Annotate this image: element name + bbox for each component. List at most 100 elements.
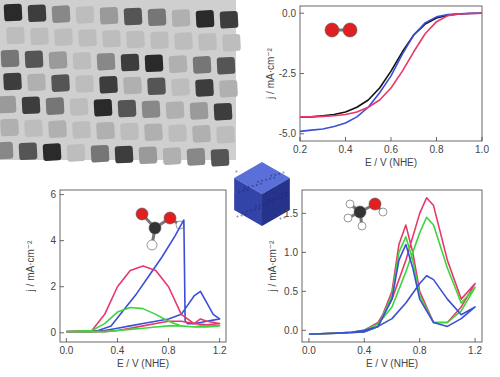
y-tick-label: 0.0 xyxy=(282,8,296,19)
nanocube xyxy=(124,8,143,26)
nanocube xyxy=(196,10,215,28)
nanocube xyxy=(19,142,38,160)
nanocube xyxy=(148,8,167,26)
atom xyxy=(344,214,352,222)
series-line xyxy=(66,220,219,332)
atom xyxy=(358,222,366,230)
nanocube xyxy=(99,76,118,94)
cube-texture xyxy=(260,183,262,185)
cube-texture xyxy=(265,179,267,181)
nanocube xyxy=(147,77,166,95)
atom xyxy=(164,212,176,224)
nanocube xyxy=(216,126,235,144)
cube-texture xyxy=(280,196,282,198)
cube-texture xyxy=(278,173,280,175)
cube-texture xyxy=(236,216,238,218)
x-tick-label: 0.2 xyxy=(293,144,307,155)
x-tick xyxy=(364,338,365,342)
atom xyxy=(147,240,157,250)
atom xyxy=(325,23,339,37)
cube-texture xyxy=(238,191,240,193)
x-tick-label: 0.4 xyxy=(111,345,125,356)
nanocube xyxy=(193,56,212,74)
plot-area xyxy=(309,198,475,334)
y-tick xyxy=(60,332,64,333)
x-tick xyxy=(219,338,220,342)
cube-texture xyxy=(246,210,248,212)
nanocube xyxy=(91,145,110,163)
nanocube xyxy=(96,122,115,140)
x-tick xyxy=(300,137,301,141)
nanocube xyxy=(0,142,13,160)
nanocube xyxy=(24,119,43,137)
y-tick-label: -2.5 xyxy=(279,68,297,79)
cube-texture xyxy=(252,185,254,187)
nanocube xyxy=(166,101,185,119)
cube-texture xyxy=(279,218,281,220)
nanocube xyxy=(28,4,47,22)
chart: 0.20.40.60.81.00.0-2.5-5.0E / V (NHE)j /… xyxy=(265,6,489,168)
cube-texture xyxy=(283,172,285,174)
cube-texture xyxy=(263,203,265,205)
nanocube xyxy=(72,121,91,139)
x-tick-label: 1.2 xyxy=(213,345,227,356)
cube-texture xyxy=(248,186,250,188)
y-tick xyxy=(60,286,64,287)
cube-texture xyxy=(250,209,252,211)
nanocube xyxy=(115,146,134,164)
cube-texture xyxy=(255,205,257,207)
y-axis-title: j / mA·cm⁻² xyxy=(25,240,36,292)
chart: 0.00.40.81.20246E / V (NHE)j / mA·cm⁻² xyxy=(25,189,227,369)
nanocube xyxy=(220,11,239,29)
cube-texture xyxy=(286,192,288,194)
atom xyxy=(343,23,357,37)
y-tick-label: 0.0 xyxy=(284,325,298,336)
nanocube xyxy=(6,27,25,45)
nanocube xyxy=(126,31,145,49)
nanocube xyxy=(192,125,211,143)
series-line xyxy=(309,198,475,334)
x-tick-label: 0.8 xyxy=(413,345,427,356)
x-tick-label: 0.4 xyxy=(357,345,371,356)
y-tick xyxy=(302,291,306,292)
y-tick xyxy=(300,13,304,14)
cube-texture xyxy=(258,207,260,209)
cube-texture xyxy=(276,197,278,199)
background xyxy=(0,0,500,377)
atom xyxy=(136,208,148,220)
nanocube xyxy=(76,6,95,24)
tem-background xyxy=(0,0,236,160)
x-tick xyxy=(66,338,67,342)
y-tick xyxy=(60,194,64,195)
nanocube xyxy=(22,96,41,114)
x-tick-label: 0.8 xyxy=(430,144,444,155)
nanocube xyxy=(1,50,20,68)
plot-area xyxy=(66,220,219,332)
nanocube xyxy=(27,73,46,91)
cube-texture xyxy=(281,193,283,195)
y-tick xyxy=(302,213,306,214)
x-tick-label: 0.4 xyxy=(339,144,353,155)
nanocube xyxy=(195,79,214,97)
nanocube xyxy=(217,57,236,75)
cube-texture xyxy=(257,181,259,183)
nanocube xyxy=(118,100,137,118)
x-tick xyxy=(482,137,483,141)
y-tick-label: 1.0 xyxy=(284,247,298,258)
x-tick xyxy=(391,137,392,141)
x-axis-title: E / V (NHE) xyxy=(365,157,417,168)
cube-texture xyxy=(268,199,270,201)
x-tick-label: 0.0 xyxy=(302,345,316,356)
page: {"chart_data": [ {"type": "line", "x_lab… xyxy=(0,0,500,377)
series-line xyxy=(66,266,219,332)
x-axis-title: E / V (NHE) xyxy=(117,358,169,369)
nanocube xyxy=(46,97,65,115)
x-tick xyxy=(419,338,420,342)
nanocube xyxy=(145,54,164,72)
y-axis-title: j / mA·cm⁻² xyxy=(265,47,276,99)
cube-texture xyxy=(244,187,246,189)
series-line xyxy=(300,13,482,117)
series-line xyxy=(66,307,219,331)
nanocube xyxy=(144,123,163,141)
y-tick-label: 0.5 xyxy=(284,286,298,297)
